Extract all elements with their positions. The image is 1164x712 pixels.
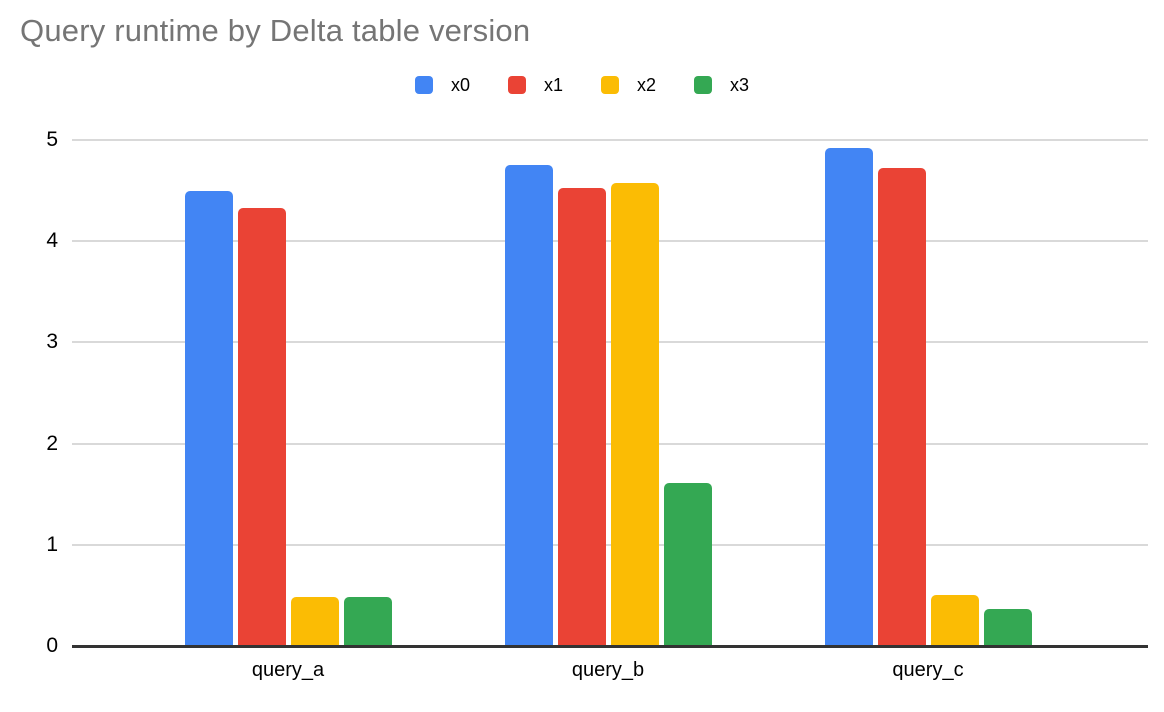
legend-label: x3 (730, 75, 750, 95)
legend-label: x2 (637, 75, 657, 95)
gridline-y-5 (72, 139, 1148, 141)
legend-label: x1 (543, 75, 563, 95)
gridline-y-2 (72, 442, 1148, 445)
bar-query_c-x1 (878, 168, 926, 646)
bar-query_a-x0 (185, 191, 233, 646)
y-axis-tick-5: 5 (46, 128, 58, 151)
gridline-y-3 (72, 341, 1148, 344)
legend-item-x2: x2 (601, 76, 656, 94)
bar-query_c-x3 (984, 609, 1032, 646)
y-axis-tick-2: 2 (46, 431, 58, 455)
bar-query_a-x2 (291, 597, 339, 646)
x-axis-label-query_a: query_a (251, 659, 325, 681)
gridline-y-4 (72, 240, 1148, 243)
legend-swatch-icon (414, 76, 433, 94)
y-axis-tick-3: 3 (46, 330, 58, 354)
y-axis-tick-1: 1 (46, 532, 58, 556)
bar-query_b-x0 (505, 165, 553, 646)
y-axis-tick-0: 0 (46, 634, 58, 657)
legend-swatch-icon (601, 76, 619, 94)
bar-query_c-x2 (931, 595, 979, 646)
x-axis-label-query_b: query_b (571, 659, 645, 681)
bar-query_a-x1 (238, 208, 286, 646)
bar-query_b-x3 (664, 483, 712, 646)
gridline-y-1 (72, 543, 1148, 546)
bar-query_c-x0 (825, 148, 873, 646)
legend-item-x3: x3 (694, 76, 749, 94)
x-axis-label-query_c: query_c (892, 659, 964, 681)
legend-swatch-icon (507, 76, 526, 94)
legend-label: x0 (450, 75, 470, 95)
chart-legend: x0 x1 x2 x3 (0, 76, 1164, 94)
legend-item-x0: x0 (414, 75, 470, 95)
legend-swatch-icon (694, 76, 713, 94)
x-axis-line (72, 645, 1148, 648)
bar-query_a-x3 (344, 597, 392, 646)
legend-item-x1: x1 (507, 75, 563, 95)
chart-title: Query runtime by Delta table version (20, 13, 531, 48)
bar-query_b-x2 (611, 183, 659, 646)
y-axis-tick-4: 4 (46, 229, 58, 253)
bar-query_b-x1 (558, 188, 606, 646)
